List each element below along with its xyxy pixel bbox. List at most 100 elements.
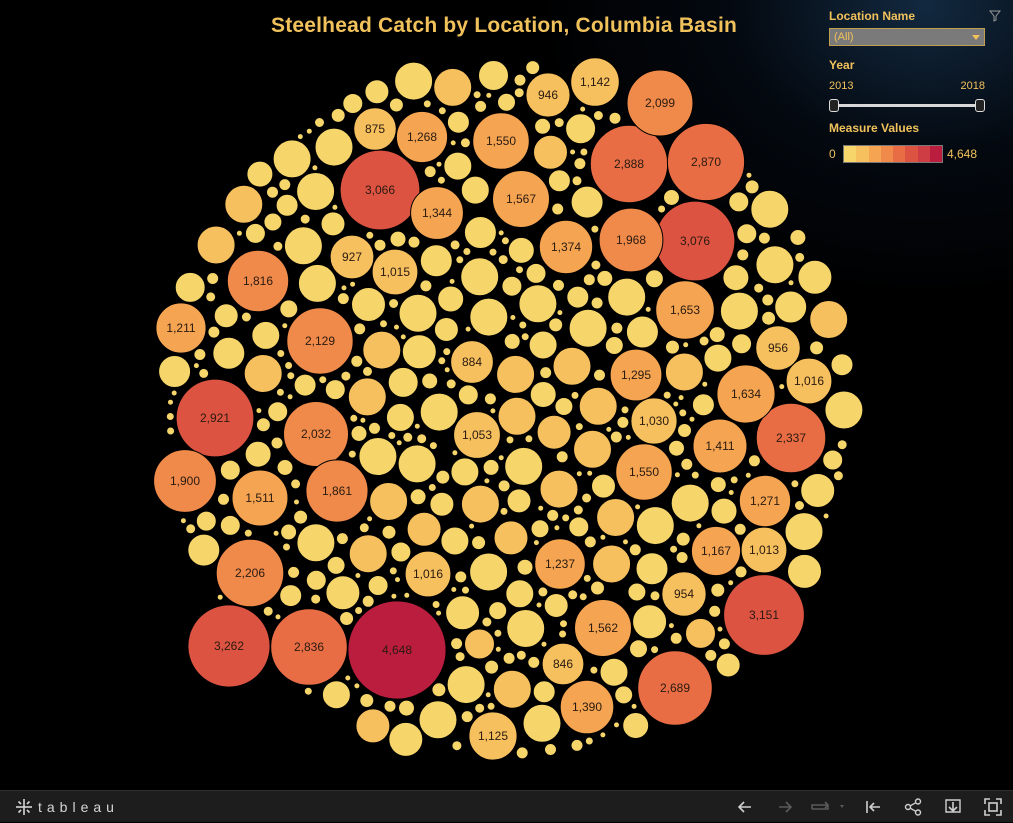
bubble-mark[interactable]: [635, 552, 669, 586]
bubble-mark[interactable]: [565, 113, 597, 145]
bubble-mark[interactable]: [448, 277, 456, 285]
bubble-mark[interactable]: [579, 105, 587, 113]
bubble-mark[interactable]: [540, 640, 548, 648]
bubble-location[interactable]: 884: [450, 340, 494, 384]
bubble-mark[interactable]: [449, 139, 457, 147]
bubble-mark[interactable]: [213, 303, 239, 329]
bubble-mark[interactable]: [604, 336, 624, 355]
bubble-mark[interactable]: [583, 535, 597, 549]
bubble-mark[interactable]: [354, 572, 362, 579]
bubble-mark[interactable]: [419, 392, 459, 432]
bubble-mark[interactable]: [355, 708, 391, 744]
bubble-mark[interactable]: [283, 401, 349, 467]
bubble-mark[interactable]: [731, 333, 753, 355]
bubble-mark[interactable]: [527, 655, 541, 669]
bubble-mark[interactable]: [347, 449, 357, 459]
bubble-mark[interactable]: [630, 397, 678, 445]
bubble-mark[interactable]: [240, 311, 252, 323]
bubble-mark[interactable]: [516, 558, 534, 576]
bubble-mark[interactable]: [244, 440, 272, 468]
bubble-mark[interactable]: [351, 287, 386, 322]
bubble-mark[interactable]: [716, 625, 724, 633]
bubble-mark[interactable]: [547, 169, 571, 193]
bubble-mark[interactable]: [589, 665, 599, 675]
bubble-mark[interactable]: [644, 269, 664, 289]
bubble-location[interactable]: 1,167: [690, 525, 742, 577]
bubble-mark[interactable]: [305, 459, 369, 523]
bubble-mark[interactable]: [416, 433, 428, 445]
bubble-mark[interactable]: [336, 292, 350, 306]
bubble-location[interactable]: 1,211: [155, 302, 207, 354]
bubble-mark[interactable]: [593, 368, 606, 382]
bubble-mark[interactable]: [471, 535, 487, 551]
bubble-mark[interactable]: [572, 504, 584, 516]
bubble-mark[interactable]: [592, 110, 604, 121]
bubble-mark[interactable]: [314, 117, 325, 128]
bubble-location[interactable]: 2,870: [666, 122, 746, 202]
bubble-mark[interactable]: [493, 520, 529, 556]
bubble-mark[interactable]: [753, 282, 765, 294]
year-range-slider[interactable]: [829, 98, 985, 112]
bubble-mark[interactable]: [635, 506, 675, 546]
bubble-mark[interactable]: [630, 702, 638, 710]
bubble-mark[interactable]: [353, 322, 367, 336]
bubble-mark[interactable]: [559, 679, 615, 735]
bubble-mark[interactable]: [497, 254, 509, 266]
bubble-location[interactable]: 2,689: [637, 650, 713, 726]
bubble-mark[interactable]: [350, 425, 368, 442]
bubble-mark[interactable]: [590, 259, 602, 271]
bubble-mark[interactable]: [325, 575, 361, 611]
bubble-mark[interactable]: [165, 412, 175, 421]
bubble-mark[interactable]: [226, 249, 290, 313]
bubble-mark[interactable]: [484, 659, 500, 675]
bubble-mark[interactable]: [296, 133, 304, 141]
bubble-mark[interactable]: [520, 332, 530, 342]
bubble-mark[interactable]: [153, 449, 217, 513]
share-button[interactable]: [902, 796, 924, 818]
bubble-mark[interactable]: [276, 459, 294, 476]
bubble-mark[interactable]: [574, 422, 584, 432]
bubble-mark[interactable]: [787, 553, 822, 589]
bubble-mark[interactable]: [421, 372, 439, 390]
bubble-mark[interactable]: [251, 320, 281, 350]
bubble-mark[interactable]: [599, 533, 607, 541]
bubble-mark[interactable]: [723, 574, 805, 656]
bubble-mark[interactable]: [443, 366, 451, 374]
bubble-location[interactable]: 1,861: [305, 459, 369, 523]
bubble-mark[interactable]: [809, 340, 825, 356]
bubble-mark[interactable]: [483, 477, 491, 485]
revert-button[interactable]: [862, 796, 884, 818]
bubble-mark[interactable]: [774, 290, 808, 324]
bubble-mark[interactable]: [427, 483, 437, 492]
bubble-mark[interactable]: [533, 134, 568, 170]
bubble-mark[interactable]: [353, 682, 361, 690]
bubble-mark[interactable]: [628, 543, 642, 557]
bubble-mark[interactable]: [340, 370, 352, 382]
bubble-mark[interactable]: [359, 416, 367, 424]
bubble-mark[interactable]: [216, 593, 224, 601]
bubble-mark[interactable]: [348, 534, 388, 574]
bubble-mark[interactable]: [244, 222, 266, 244]
bubble-mark[interactable]: [326, 555, 346, 575]
bubble-mark[interactable]: [755, 402, 827, 474]
bubble-mark[interactable]: [673, 471, 681, 479]
bubble-mark[interactable]: [293, 498, 300, 506]
bubble-mark[interactable]: [675, 531, 691, 547]
bubble-mark[interactable]: [383, 699, 397, 713]
bubble-mark[interactable]: [395, 439, 403, 447]
bubble-mark[interactable]: [708, 604, 722, 618]
bubble-mark[interactable]: [664, 352, 704, 392]
bubble-mark[interactable]: [506, 609, 546, 648]
bubble-mark[interactable]: [794, 500, 805, 511]
bubble-mark[interactable]: [532, 680, 556, 704]
bubble-location[interactable]: 3,262: [187, 604, 271, 688]
bubble-mark[interactable]: [809, 300, 849, 339]
bubble-mark[interactable]: [655, 280, 715, 340]
bubble-mark[interactable]: [596, 269, 614, 287]
bubble-mark[interactable]: [747, 454, 761, 468]
bubble-mark[interactable]: [324, 379, 346, 401]
bubble-mark[interactable]: [609, 430, 623, 444]
bubble-mark[interactable]: [276, 349, 286, 358]
bubble-mark[interactable]: [422, 99, 432, 109]
bubble-mark[interactable]: [362, 365, 373, 377]
